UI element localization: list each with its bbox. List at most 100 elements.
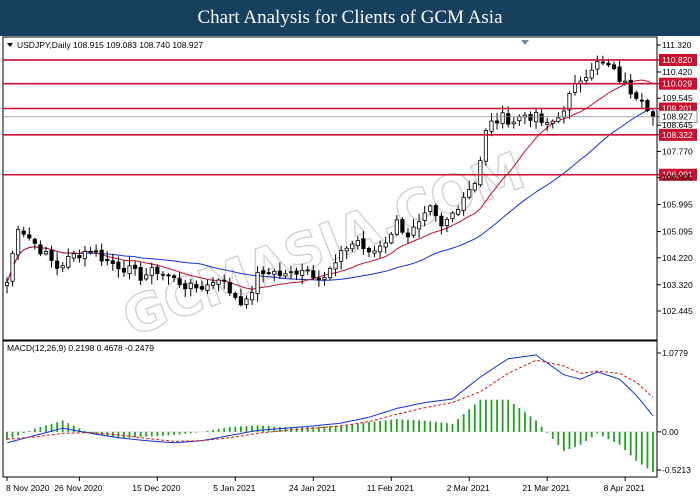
candle-body [171,275,177,278]
candle-body [249,292,255,301]
candle-body [244,298,249,306]
candles-group [4,55,656,309]
candle-body [177,278,182,286]
level-label-bg [659,77,697,90]
level-label: 110.820 [662,55,692,65]
candle-body [110,260,115,264]
y-axis-label: 105.995 [662,200,693,210]
candle-body [634,92,639,99]
x-axis-label: 24 Jan 2021 [289,483,336,493]
candle-body [205,284,210,291]
level-label: 109.201 [662,104,693,114]
candle-body [71,253,76,259]
macd-axis-label: -0.5213 [662,465,691,475]
candle-body [400,219,405,233]
level-label-bg [659,128,697,141]
candle-body [344,247,349,252]
candle-body [539,113,544,123]
x-axis-label: 2 Mar 2021 [447,483,490,493]
y-axis-label: 106.895 [662,173,693,183]
candle-body [506,113,511,125]
y-axis-label: 111.320 [662,40,692,50]
candle-body [138,267,143,281]
candle-body [88,250,93,253]
candle-body [294,270,299,275]
candle-body [639,99,644,102]
candle-body [361,238,366,249]
candle-body [99,249,104,262]
candle-body [545,122,550,125]
candle-body [227,282,232,294]
candle-body [489,120,494,132]
candle-body [238,296,243,306]
current-price-label-bg [658,110,698,124]
candle-body [144,274,149,280]
candle-body [572,83,578,93]
macd-line [6,354,654,444]
candle-body [316,277,321,281]
dropdown-triangle-icon [7,43,13,47]
current-price-label: 108.927 [662,112,693,122]
candle-body [188,282,193,289]
level-label-bg [659,53,697,66]
candle-body [428,205,433,212]
candle-body [650,111,656,118]
candle-body [511,121,516,125]
candle-body [105,258,110,262]
candle-body [494,120,500,124]
candle-body [645,99,650,111]
y-axis-label: 102.445 [662,306,693,316]
candle-body [584,77,589,81]
candle-body [127,265,132,275]
candle-body [183,283,188,290]
level-label: 110.029 [662,79,692,89]
candle-body [149,267,154,276]
y-axis-label: 107.770 [662,146,693,156]
candle-body [255,271,260,294]
x-axis-label: 21 Mar 2021 [522,483,570,493]
candle-body [550,120,555,124]
candle-body [600,61,605,64]
candle-body [628,79,633,95]
x-axis-label: 26 Nov 2020 [54,483,102,493]
macd-panel-frame [2,340,658,478]
candle-body [500,112,505,124]
candle-body [16,229,21,256]
candle-body [333,262,338,270]
x-axis-label: 15 Dec 2020 [132,483,180,493]
candle-body [210,282,216,286]
candle-body [305,269,310,272]
candle-body [160,273,166,276]
y-axis-label: 110.420 [662,67,692,77]
candle-body [116,261,121,270]
candle-body [378,245,383,253]
candle-body [82,251,88,259]
candle-body [623,80,628,83]
candle-body [55,260,60,269]
candle-body [389,233,394,244]
candle-body [467,189,472,198]
macd-histogram-group [6,399,654,473]
candle-body [133,264,138,269]
candle-body [32,238,37,244]
candle-body [94,250,99,253]
candle-body [194,284,199,289]
candle-body [60,265,65,269]
candle-body [422,212,427,221]
candle-body [27,234,32,239]
candle-body [283,273,288,277]
y-axis-label: 109.545 [662,93,693,103]
y-axis-label: 105.095 [662,227,693,237]
level-label: 108.322 [662,130,693,140]
candle-body [405,232,411,238]
candle-body [49,250,54,261]
candle-body [261,270,266,275]
shift-marker-icon [521,40,529,45]
candle-body [10,252,15,282]
x-axis-label: 5 Jan 2021 [213,483,255,493]
candle-body [43,251,49,255]
candle-body [266,272,271,275]
candle-body [199,286,204,290]
page-title: Chart Analysis for Clients of GCM Asia [197,7,503,28]
candle-body [433,205,438,217]
